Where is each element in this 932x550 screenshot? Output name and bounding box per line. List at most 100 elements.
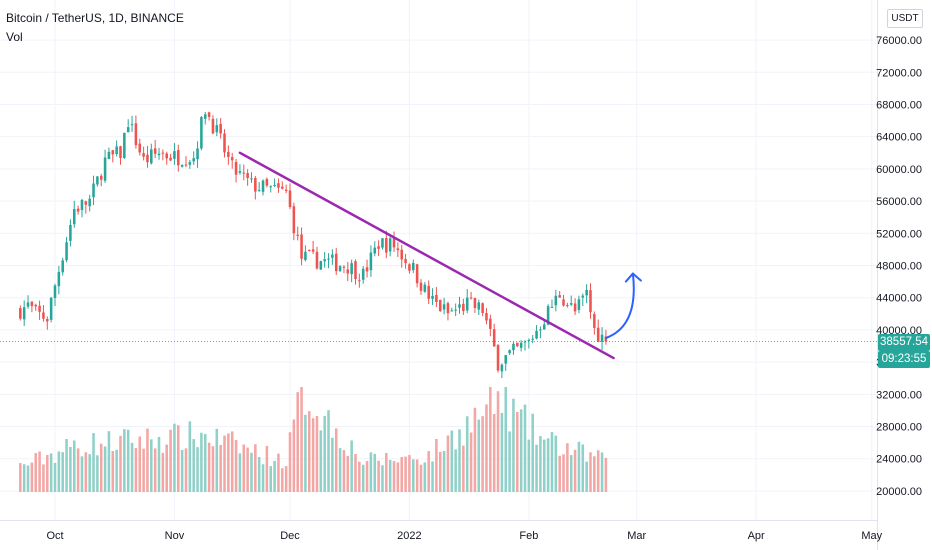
- volume-bar: [242, 444, 246, 492]
- projection-arrowhead[interactable]: [624, 272, 642, 283]
- volume-bar: [230, 431, 234, 492]
- candle-body: [200, 117, 203, 149]
- time-tick-label: Oct: [46, 530, 63, 542]
- volume-bar: [346, 455, 350, 492]
- candle-body: [350, 263, 353, 275]
- volume-bar: [288, 432, 292, 492]
- volume-bar: [562, 454, 565, 492]
- volume-bar: [442, 450, 446, 492]
- candle-body: [146, 154, 149, 163]
- candle-body: [242, 172, 246, 174]
- volume-bar: [369, 452, 373, 492]
- volume-bar: [354, 453, 357, 492]
- candle-body: [404, 258, 407, 264]
- candle-body: [566, 304, 569, 306]
- volume-bar: [481, 416, 484, 492]
- volume-bar: [146, 428, 149, 492]
- time-tick-label: Nov: [165, 530, 185, 542]
- volume-bar: [281, 468, 284, 492]
- candle-body: [531, 338, 534, 340]
- volume-bar: [454, 449, 457, 492]
- volume-bar: [408, 455, 411, 492]
- volume-bar: [46, 455, 49, 492]
- candle-body: [307, 249, 311, 251]
- volume-bar: [65, 438, 68, 492]
- drawings[interactable]: [238, 151, 642, 360]
- candle-body: [512, 343, 515, 351]
- volume-indicator-label[interactable]: Vol: [6, 30, 23, 44]
- volume-bar: [473, 407, 477, 492]
- candle-body: [338, 266, 342, 272]
- volume-bar: [223, 435, 226, 492]
- candle-body: [161, 152, 165, 154]
- volume-bar: [80, 456, 84, 492]
- candle-body: [516, 342, 519, 347]
- candle-body: [69, 224, 72, 241]
- candle-body: [377, 246, 380, 249]
- volume-bar: [431, 461, 434, 492]
- projection-arrow[interactable]: [604, 272, 635, 339]
- candle-body: [473, 298, 477, 308]
- time-axis[interactable]: Oct Nov Dec 2022 Feb Mar Apr May: [46, 530, 882, 542]
- volume-bar: [284, 466, 288, 492]
- candle-body: [527, 339, 531, 341]
- volume-bar: [542, 439, 546, 492]
- currency-button[interactable]: USDT: [887, 9, 923, 28]
- price-tick-label: 60000.00: [876, 164, 922, 176]
- volume-bar: [307, 411, 311, 492]
- candle-body: [119, 146, 122, 158]
- candle-body: [577, 299, 581, 310]
- price-tick-label: 56000.00: [876, 196, 922, 208]
- volume-bar: [304, 414, 307, 492]
- candle-body: [234, 161, 238, 175]
- volume-bar: [546, 438, 550, 492]
- volume-bar: [123, 429, 126, 492]
- time-tick-label: Feb: [519, 530, 538, 542]
- candle-body: [396, 248, 400, 251]
- volume-bar: [469, 432, 473, 492]
- volume-bar: [446, 435, 450, 492]
- candle-body: [504, 355, 508, 364]
- volume-bar: [261, 464, 265, 492]
- time-tick-label: May: [861, 530, 882, 542]
- candle-body: [130, 124, 134, 126]
- volume-bar: [157, 436, 161, 492]
- volume-bar: [604, 457, 608, 492]
- volume-bar: [219, 444, 222, 492]
- candle-body: [558, 295, 561, 298]
- candle-body: [196, 148, 199, 160]
- volume-bar: [531, 413, 534, 492]
- candle-body: [207, 112, 211, 117]
- candle-body: [38, 305, 41, 312]
- candle-body: [431, 295, 434, 299]
- price-axis[interactable]: 76000.00 72000.00 68000.00 64000.00 60000.00…: [876, 35, 922, 498]
- candle-body: [277, 183, 280, 188]
- volume-bar: [327, 410, 330, 492]
- volume-bar: [238, 453, 242, 492]
- candle-body: [319, 261, 323, 270]
- candle-body: [435, 294, 438, 302]
- volume-bar: [593, 456, 596, 492]
- volume-bar: [142, 448, 145, 492]
- candle-body: [485, 312, 488, 321]
- volume-bar: [76, 448, 80, 492]
- candle-body: [180, 165, 184, 167]
- candle-body: [450, 310, 454, 312]
- volume-bar: [153, 448, 157, 492]
- candle-body: [550, 306, 554, 308]
- volume-bar: [269, 466, 273, 492]
- candle-body: [281, 186, 284, 189]
- volume-bar: [477, 419, 481, 492]
- candle-body: [88, 198, 91, 207]
- candle-body: [292, 206, 296, 234]
- volume-bar: [188, 421, 192, 492]
- candle-body: [65, 242, 68, 261]
- candle-body: [22, 307, 26, 320]
- volume-bar: [577, 441, 581, 492]
- price-tick-label: 40000.00: [876, 325, 922, 337]
- trend-line[interactable]: [238, 151, 615, 360]
- volume-bar: [84, 452, 88, 492]
- volume-bar: [61, 452, 64, 492]
- volume-bar: [246, 447, 249, 492]
